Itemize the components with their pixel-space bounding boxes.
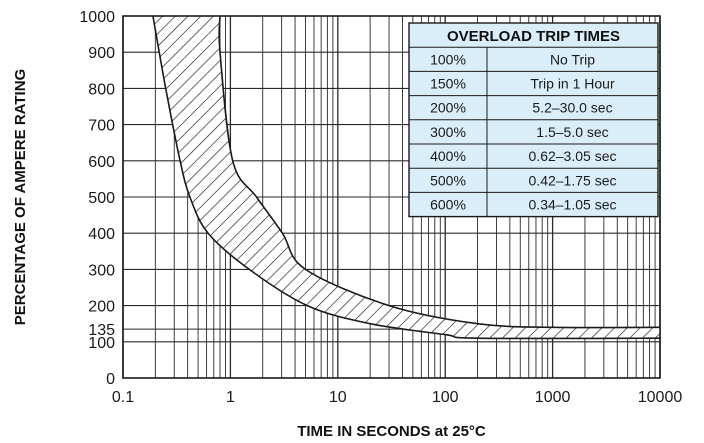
- y-tick-label: 700: [88, 118, 115, 135]
- table-percent-cell: 400%: [430, 148, 466, 164]
- x-tick-label: 10: [329, 389, 347, 406]
- table-trip-time-cell: Trip in 1 Hour: [530, 76, 615, 92]
- y-tick-label: 1000: [79, 9, 115, 26]
- y-axis-title: PERCENTAGE OF AMPERE RATING: [12, 69, 29, 325]
- x-tick-label: 1000: [535, 389, 571, 406]
- y-tick-label: 200: [88, 299, 115, 316]
- axis-ticks: 0.1 1 10 100 1000 100000100135200300400500600…: [79, 9, 682, 406]
- x-tick-label: 1: [226, 389, 235, 406]
- y-tick-label: 0: [106, 371, 115, 388]
- table-trip-time-cell: 0.42–1.75 sec: [529, 172, 617, 188]
- y-tick-label: 135: [88, 322, 115, 339]
- trip-band-fill: [152, 16, 660, 339]
- x-tick-label: 10000: [638, 389, 683, 406]
- table-percent-cell: 150%: [430, 76, 466, 92]
- table-percent-cell: 200%: [430, 100, 466, 116]
- table-title: OVERLOAD TRIP TIMES: [447, 28, 620, 45]
- table-percent-cell: 100%: [430, 51, 466, 67]
- x-tick-label: 100: [432, 389, 459, 406]
- lower-trip-curve: [152, 16, 660, 340]
- y-tick-label: 800: [88, 81, 115, 98]
- table-trip-time-cell: 5.2–30.0 sec: [532, 100, 612, 116]
- table-percent-cell: 500%: [430, 172, 466, 188]
- plot-frame: [122, 15, 661, 379]
- table-trip-time-cell: 1.5–5.0 sec: [536, 124, 608, 140]
- y-tick-label: 400: [88, 226, 115, 243]
- y-tick-label: 100: [88, 335, 115, 352]
- table-percent-cell: 600%: [430, 197, 466, 213]
- upper-trip-curve: [218, 16, 660, 329]
- table-percent-cell: 300%: [430, 124, 466, 140]
- table-trip-time-cell: 0.34–1.05 sec: [529, 197, 617, 213]
- x-tick-label: 0.1: [112, 389, 134, 406]
- trip-band: [152, 16, 660, 340]
- table-trip-time-cell: No Trip: [550, 51, 595, 67]
- y-tick-label: 500: [88, 190, 115, 207]
- table-trip-time-cell: 0.62–3.05 sec: [529, 148, 617, 164]
- y-tick-label: 900: [88, 45, 115, 62]
- y-tick-label: 300: [88, 262, 115, 279]
- overload-trip-table: OVERLOAD TRIP TIMES 100% No Trip 150% Trip i…: [408, 22, 659, 218]
- y-tick-label: 600: [88, 154, 115, 171]
- x-axis-title: TIME IN SECONDS at 25°C: [297, 423, 486, 440]
